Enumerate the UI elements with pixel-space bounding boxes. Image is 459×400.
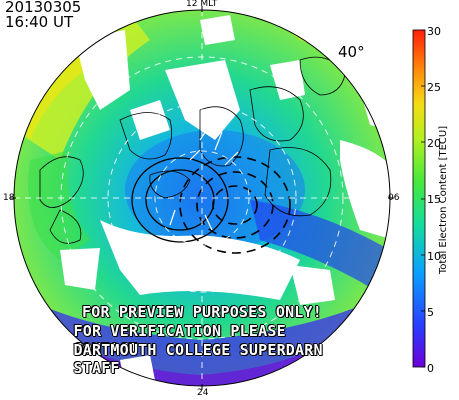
colorbar-tick-15: 15 (427, 193, 441, 206)
watermark-line-3: DARTMOUTH COLLEGE SUPERDARN STAFF (73, 341, 323, 377)
colorbar-tick-20: 20 (427, 137, 441, 150)
mlt-label-left: 18 (3, 193, 15, 203)
mlt-label-bottom: 24 (197, 388, 209, 398)
mlt-label-right: 06 (388, 193, 400, 203)
colorbar-tick-5: 5 (427, 306, 434, 319)
time-label: 16:40 UT (5, 13, 74, 31)
colorbar-gradient (412, 29, 426, 368)
date-label: 20130305 (5, 0, 82, 16)
colorbar-tick-30: 30 (427, 25, 441, 38)
colorbar-tick-10: 10 (427, 250, 441, 263)
latitude-label: 40° (338, 43, 365, 61)
watermark-line-1: FOR PREVIEW PURPOSES ONLY! (82, 303, 322, 321)
mlt-label-top: 12 MLT (186, 0, 218, 9)
colorbar-title: Total Electron Content [TECU] (438, 125, 449, 275)
colorbar-tick-0: 0 (427, 362, 434, 375)
watermark-line-2: FOR VERIFICATION PLEASE CONTACT (73, 322, 286, 358)
colorbar-tick-25: 25 (427, 81, 441, 94)
